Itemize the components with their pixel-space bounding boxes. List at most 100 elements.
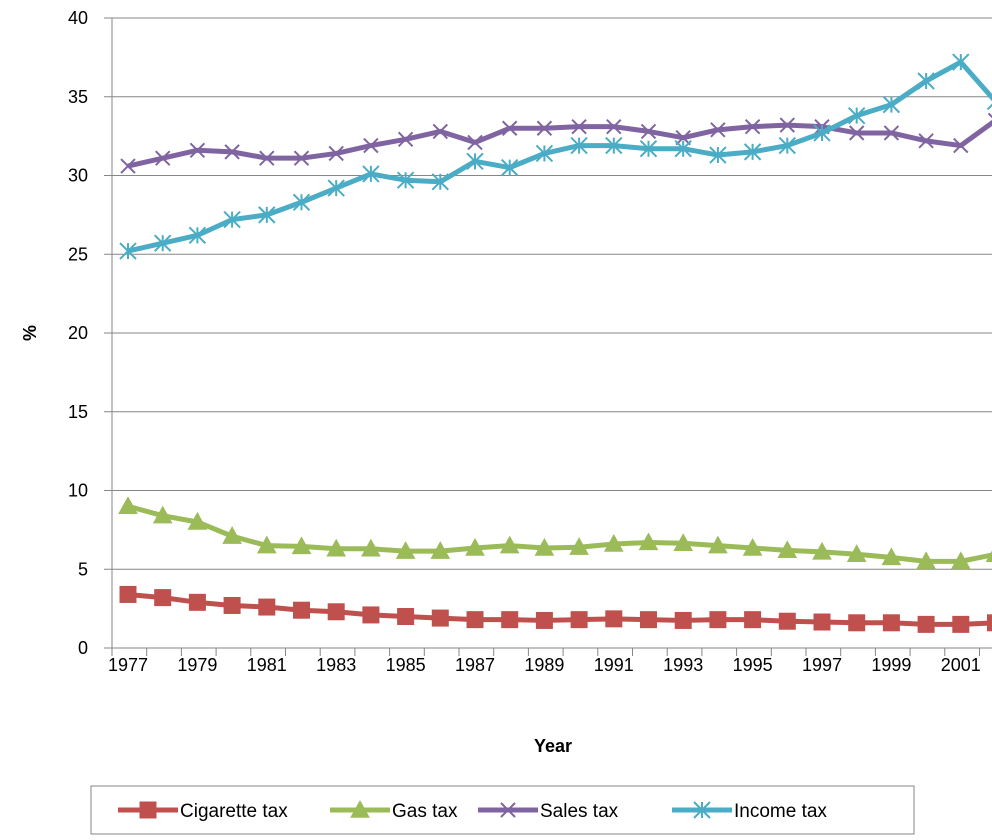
data-point — [291, 536, 312, 555]
legend-item: Income tax — [672, 801, 827, 822]
series-line — [127, 119, 992, 169]
data-point — [154, 589, 172, 607]
x-tick-label: 1979 — [177, 655, 217, 675]
data-point — [673, 533, 694, 551]
data-point — [570, 611, 588, 629]
series-sales-tax — [120, 112, 992, 174]
data-point — [986, 92, 992, 111]
data-point — [882, 614, 900, 632]
x-tick-label: 1985 — [386, 655, 426, 675]
data-point — [812, 541, 832, 560]
x-tick-label: 2001 — [941, 655, 981, 675]
data-point — [708, 535, 728, 554]
x-axis-title: Year — [534, 736, 572, 756]
y-tick-label: 10 — [68, 481, 88, 501]
legend-item: Sales tax — [478, 801, 619, 822]
legend-item: Gas tax — [330, 799, 458, 822]
data-point — [985, 550, 992, 562]
x-tick-label: 1999 — [871, 655, 911, 675]
data-point — [293, 601, 310, 619]
data-point — [709, 146, 727, 164]
legend-label: Gas tax — [392, 801, 458, 822]
data-point — [952, 615, 970, 633]
data-point — [259, 150, 275, 166]
data-point — [605, 610, 623, 628]
data-point — [916, 551, 936, 570]
data-point — [119, 585, 137, 603]
data-point — [326, 538, 347, 557]
y-tick-labels: 0 5 10 15 20 25 30 35 40 — [68, 8, 88, 658]
data-point — [744, 118, 761, 135]
data-point — [188, 226, 207, 245]
data-point — [223, 210, 241, 229]
data-point — [569, 537, 589, 555]
data-point — [918, 133, 934, 149]
y-tick-label: 35 — [68, 87, 88, 107]
y-tick-label: 5 — [78, 559, 88, 579]
data-point — [777, 540, 798, 559]
data-point — [535, 144, 554, 163]
data-point — [327, 179, 345, 197]
data-point — [535, 611, 553, 629]
data-point — [743, 143, 762, 161]
data-point — [223, 596, 241, 614]
x-tick-label: 1987 — [455, 655, 495, 675]
data-point — [152, 505, 173, 524]
data-point — [466, 611, 484, 629]
data-point — [987, 614, 992, 632]
data-point — [222, 526, 242, 544]
x-tick-label: 1995 — [733, 655, 773, 675]
data-point — [778, 136, 797, 155]
data-point — [187, 511, 208, 530]
data-point — [118, 496, 138, 514]
data-point — [675, 129, 691, 146]
legend-item: Cigarette tax — [118, 801, 288, 822]
legend-label: Sales tax — [540, 801, 619, 822]
data-point — [350, 799, 370, 818]
data-point — [362, 165, 380, 183]
data-point — [189, 142, 206, 159]
y-tick-label: 25 — [68, 244, 88, 264]
data-point — [952, 53, 970, 71]
data-point — [293, 150, 310, 166]
data-point — [846, 544, 867, 562]
data-point — [778, 612, 796, 630]
y-axis-title: % — [20, 325, 40, 341]
data-point — [638, 532, 659, 551]
data-point — [256, 535, 277, 554]
data-point — [362, 606, 380, 624]
data-point — [917, 72, 935, 90]
y-tick-label: 20 — [68, 323, 88, 343]
data-point — [224, 144, 240, 160]
data-point — [431, 173, 450, 191]
series-line — [127, 59, 992, 254]
data-point — [153, 234, 172, 252]
x-tick-label: 1983 — [316, 655, 356, 675]
x-tick-label: 1997 — [802, 655, 842, 675]
x-tick-label: 1991 — [594, 655, 634, 675]
series-income-tax — [119, 53, 992, 260]
y-tick-label: 0 — [78, 638, 88, 658]
data-point — [327, 603, 345, 621]
data-point — [640, 611, 657, 629]
data-point — [361, 538, 381, 557]
series-cigarette-tax — [119, 585, 992, 633]
data-point — [950, 551, 971, 570]
data-point — [640, 123, 657, 140]
data-point — [813, 613, 831, 631]
data-point — [639, 140, 658, 158]
x-tick-labels: 1977 1979 1981 1983 1985 1987 1989 1991 1993 1995… — [108, 655, 981, 675]
data-point — [674, 140, 692, 158]
data-point — [328, 145, 344, 162]
legend-label: Income tax — [734, 801, 827, 822]
data-point — [709, 611, 727, 629]
data-point — [882, 95, 901, 114]
y-tick-label: 15 — [68, 402, 88, 422]
data-point — [848, 125, 865, 141]
data-point — [467, 134, 483, 151]
legend: Cigarette tax Gas tax Sales tax Income tax — [90, 785, 915, 835]
data-point — [396, 171, 415, 189]
series-gas-tax — [118, 496, 992, 570]
data-point — [744, 611, 762, 629]
data-point — [466, 152, 484, 171]
